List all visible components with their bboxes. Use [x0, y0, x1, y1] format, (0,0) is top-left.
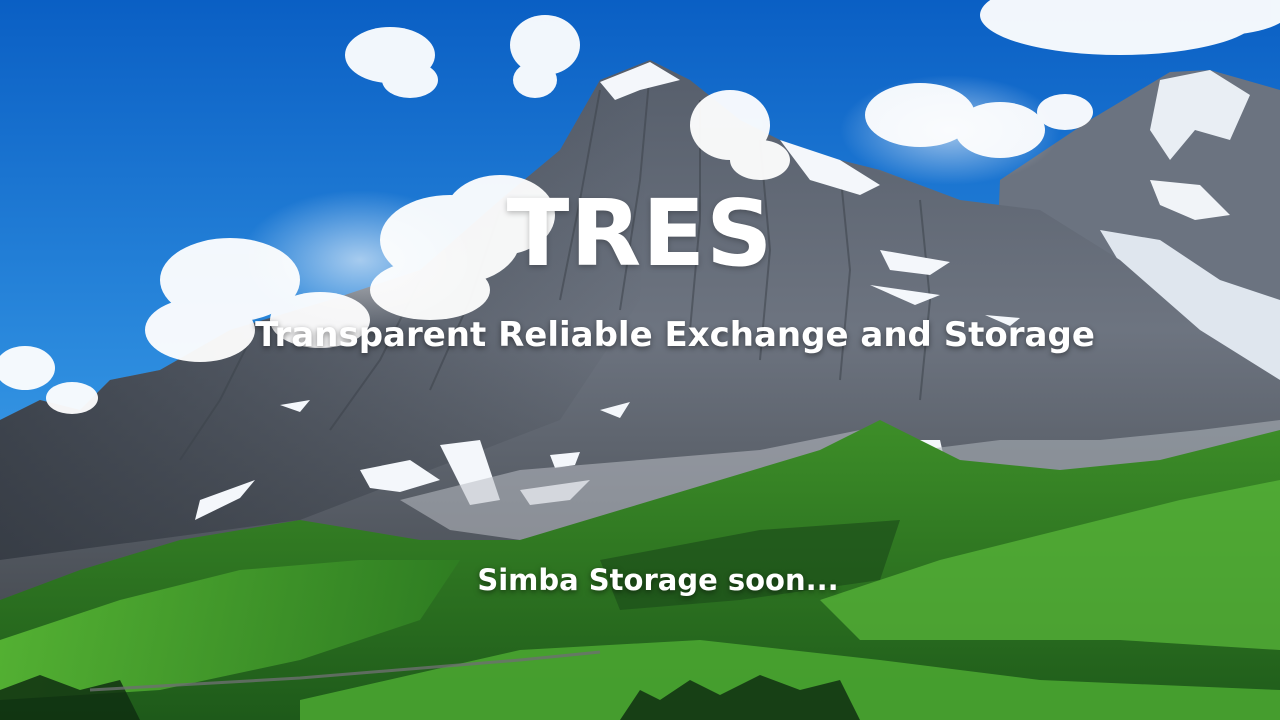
hero-title: TRES: [506, 180, 774, 287]
hero-subtitle: Transparent Reliable Exchange and Storag…: [255, 315, 1095, 355]
hero-tagline: Simba Storage soon...: [477, 563, 839, 597]
